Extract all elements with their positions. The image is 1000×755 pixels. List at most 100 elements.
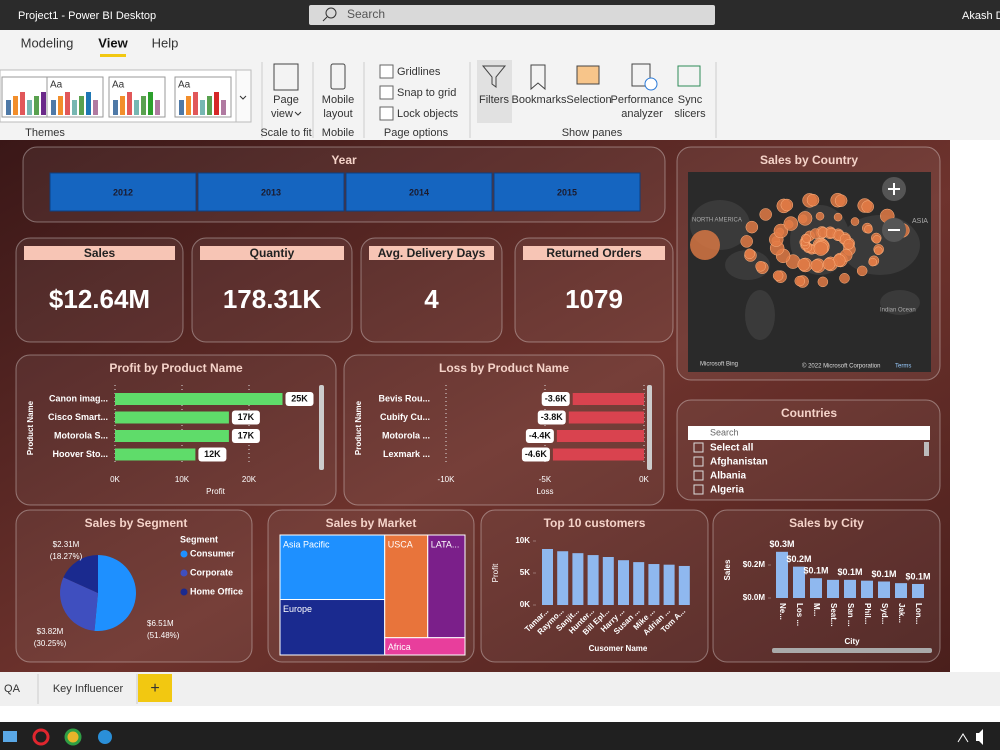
checkbox[interactable] <box>379 106 394 121</box>
x-tick-label: Lon... <box>914 603 923 624</box>
x-axis-title: Cusomer Name <box>589 644 648 653</box>
tile-label: LATA... <box>431 539 460 549</box>
bar <box>115 430 229 442</box>
y-tick-label: 0K <box>520 600 530 609</box>
filter-icon[interactable] <box>481 65 507 88</box>
mobile-icon[interactable] <box>330 63 346 90</box>
ribbon-button[interactable]: Mobile <box>322 94 354 106</box>
page-tab[interactable]: Key Influencer <box>53 683 124 695</box>
map-bubble <box>850 217 860 226</box>
add-page-button[interactable] <box>138 674 172 702</box>
group-label: Scale to fit <box>260 127 311 139</box>
page-view-icon[interactable] <box>273 63 299 91</box>
checkbox[interactable] <box>693 470 704 481</box>
mail-icon[interactable] <box>3 731 17 742</box>
performance-icon[interactable] <box>631 63 651 87</box>
ribbon-button[interactable]: slicers <box>674 108 706 120</box>
ribbon-tab[interactable]: Help <box>152 35 179 50</box>
ribbon-button[interactable]: Performance <box>611 94 674 106</box>
scrollbar[interactable] <box>647 385 652 470</box>
data-label: (51.48%) <box>147 631 180 640</box>
map-bubble <box>856 265 868 277</box>
chrome-icon[interactable] <box>64 728 82 746</box>
map-bubble <box>817 276 829 288</box>
pie-slice <box>60 577 98 631</box>
data-label: (30.25%) <box>34 639 67 648</box>
theme-swatch <box>93 100 98 115</box>
data-label-bg <box>541 392 570 406</box>
ribbon-button[interactable]: Page <box>273 94 299 106</box>
bar <box>115 411 229 424</box>
tile-label: Asia Pacific <box>283 539 330 549</box>
bar <box>115 448 196 461</box>
scrollbar[interactable] <box>924 442 929 456</box>
opera-icon[interactable] <box>32 728 50 746</box>
year-button[interactable] <box>493 172 641 212</box>
search-box[interactable] <box>688 426 930 440</box>
map-bubble <box>802 234 811 243</box>
edge-icon[interactable] <box>98 730 112 744</box>
tile-label: USCA <box>388 539 413 549</box>
bar <box>776 551 788 598</box>
checkbox[interactable] <box>379 64 394 79</box>
ribbon-button[interactable]: Sync <box>678 94 703 106</box>
ribbon-button[interactable]: view <box>271 108 293 120</box>
pie-slice <box>94 555 137 632</box>
map-bubble <box>744 248 755 260</box>
y-tick-label: 10K <box>515 536 530 545</box>
country-item: Algeria <box>710 485 744 496</box>
checkbox[interactable] <box>379 85 394 100</box>
card-value: 178.31K <box>223 284 322 314</box>
map-label: NORTH AMERICA <box>692 218 742 224</box>
map-bubble <box>815 211 825 221</box>
ribbon-tab[interactable]: Modeling <box>21 35 74 50</box>
scrollbar[interactable] <box>772 648 932 653</box>
ribbon-tab[interactable]: View <box>98 35 128 50</box>
bar <box>861 580 873 598</box>
scrollbar[interactable] <box>319 385 324 470</box>
theme-swatch <box>120 96 125 115</box>
ribbon-button[interactable]: analyzer <box>621 108 663 120</box>
category-label: Lexmark ... <box>383 449 430 459</box>
selection-icon[interactable] <box>576 65 600 85</box>
checkbox[interactable] <box>693 484 704 495</box>
map-bubble <box>839 273 850 284</box>
data-label: $0.1M <box>803 566 828 576</box>
taskbar <box>0 722 1000 750</box>
theme-sample: Aa <box>50 80 63 91</box>
theme-swatch <box>72 100 77 115</box>
map-label: Indian Ocean <box>880 308 916 314</box>
ribbon-button[interactable]: Selection <box>566 94 611 106</box>
x-tick-label: 20K <box>242 475 257 484</box>
checkbox[interactable] <box>693 456 704 467</box>
theme-swatch <box>6 100 11 115</box>
x-tick-label: Ne... <box>778 603 787 620</box>
year-label: 2013 <box>261 187 281 197</box>
data-label-bg <box>198 447 227 462</box>
year-button[interactable] <box>197 172 345 212</box>
sync-icon[interactable] <box>677 65 701 87</box>
bookmark-icon[interactable] <box>530 64 546 91</box>
page-tab[interactable]: QA <box>4 683 21 695</box>
panel-title: Countries <box>781 406 837 420</box>
country-item: Select all <box>710 443 754 454</box>
year-button[interactable] <box>49 172 197 212</box>
panel <box>343 354 665 506</box>
x-tick-label: 10K <box>175 475 190 484</box>
report: Year 2012 2013 2014 2015 Sales $12.64M Quantiy 1… <box>15 146 941 663</box>
ribbon-button[interactable]: Bookmarks <box>511 94 567 106</box>
add-page-label: + <box>150 680 159 697</box>
checkbox[interactable] <box>693 442 704 453</box>
year-button[interactable] <box>345 172 493 212</box>
bar <box>618 560 629 605</box>
theme-swatch <box>127 92 132 115</box>
map-bubble <box>773 223 789 239</box>
legend-label: Corporate <box>190 567 233 577</box>
search-box[interactable] <box>309 5 715 25</box>
bar <box>557 551 569 605</box>
ribbon-button[interactable]: Filters <box>479 94 509 106</box>
ribbon-button[interactable]: layout <box>323 108 352 120</box>
status-bar <box>0 706 1000 722</box>
gallery-expand[interactable] <box>235 69 252 123</box>
bar <box>572 393 644 405</box>
